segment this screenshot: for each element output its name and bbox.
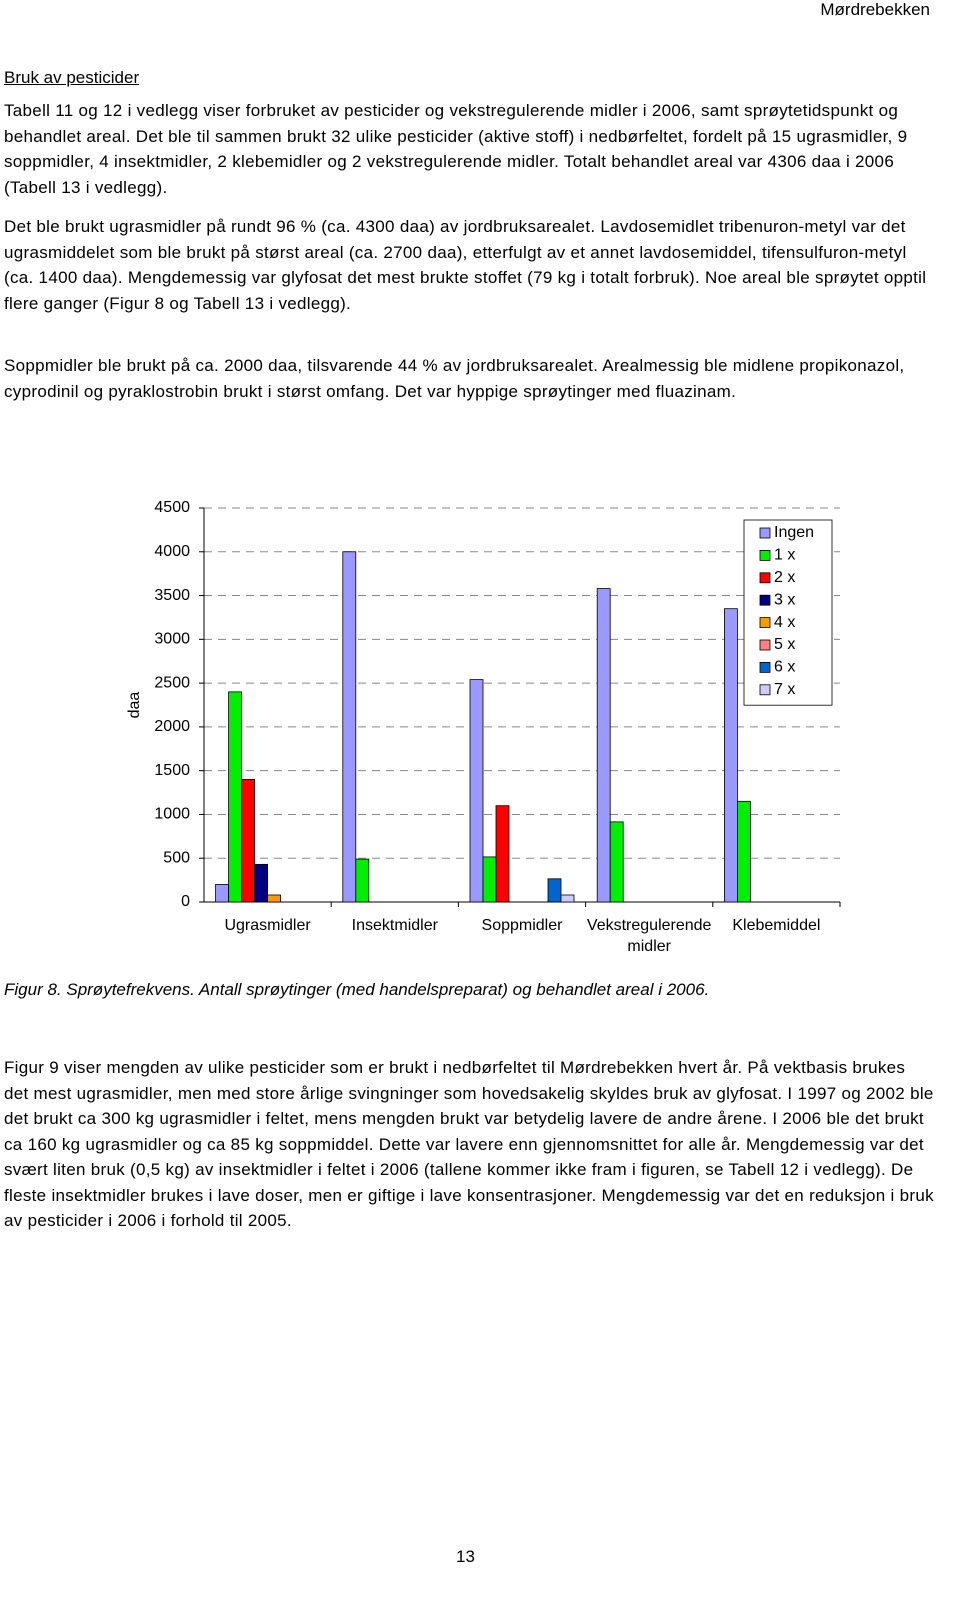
y-tick-label: 0 [181,893,190,910]
x-tick-label: Soppmidler [481,917,563,934]
chart: daa 0 500 1000 1500 2000 2500 3000 3500 4000 4500… [126,499,841,910]
legend-swatch [759,684,771,696]
y-tick-label: 3000 [154,631,190,648]
y-tick-label: 2500 [154,674,190,691]
legend-swatch [759,572,771,584]
legend-swatch [759,639,771,651]
legend-label: 2 x [774,569,795,586]
bar [547,878,562,903]
y-tick-label: 3500 [154,587,190,604]
section-heading: Bruk av pesticider [4,68,140,87]
bar [241,779,256,903]
bar [737,800,751,903]
bar [609,821,624,903]
bar [228,691,243,903]
bar [596,588,611,903]
y-axis-label: daa [126,692,143,719]
bar [254,863,269,903]
page-number: 13 [456,1547,475,1566]
legend-swatch [759,617,771,628]
legend-swatch [759,550,771,561]
legend-label: 5 x [774,636,795,653]
y-tick-label: 500 [163,849,190,866]
bar [495,805,510,903]
y-tick-label: 2000 [154,718,190,735]
legend-label: 3 x [774,591,795,608]
bar [560,894,575,903]
legend-label: 6 x [774,659,795,676]
bar [724,608,738,903]
paragraph: Soppmidler ble brukt på ca. 2000 daa, ti… [4,356,905,401]
legend-box [743,519,833,706]
x-tick-label: Ugrasmidler [224,917,311,934]
paragraph: Figur 9 viser mengden av ulike pesticide… [4,1058,934,1230]
running-title: Mørdrebekken [820,0,930,19]
chart-area: daa 0 500 1000 1500 2000 2500 3000 3500 4000 4500… [0,490,960,970]
legend-label: Ingen [774,524,814,541]
y-tick-label: 4500 [154,499,190,516]
bar [482,856,497,903]
legend-swatch [759,661,771,673]
bar [469,679,484,903]
bar [342,551,357,903]
paragraph: Tabell 11 og 12 i vedlegg viser forbruke… [4,101,908,197]
bar [355,858,370,903]
legend-swatch [759,594,771,606]
y-tick-label: 4000 [154,543,190,560]
paragraph: Det ble brukt ugrasmidler på rundt 96 % … [4,217,927,313]
legend-label: 7 x [774,681,795,698]
x-tick-label: Vekstregulerende midler [586,917,712,955]
x-tick-label: Klebemiddel [732,917,821,934]
x-tick-label: Insektmidler [351,917,438,934]
y-tick-label: 1000 [154,806,190,823]
bar [215,884,230,903]
figure-caption: Figur 8. Sprøytefrekvens. Antall sprøyti… [4,980,710,999]
bar [267,894,282,903]
y-tick-label: 1500 [154,762,190,779]
legend-label: 1 x [774,547,795,564]
legend-label: 4 x [774,614,795,631]
legend-swatch [759,527,771,539]
